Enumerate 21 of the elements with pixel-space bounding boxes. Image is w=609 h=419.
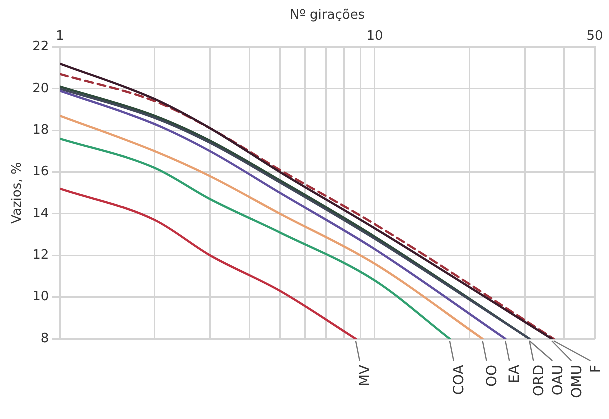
text: ORD (531, 365, 548, 397)
y-tick-label: 10 (32, 290, 50, 305)
text: OAU (550, 365, 566, 396)
x-tick-label: 1 (56, 28, 64, 44)
text: MV (358, 364, 374, 387)
x-tick-label: 10 (366, 28, 384, 44)
text: OMU (569, 365, 586, 398)
y-tick-label: 20 (32, 81, 50, 96)
y-tick-label: 22 (32, 40, 50, 55)
y-tick-label: 8 (40, 331, 50, 346)
x-tick-label: 50 (586, 28, 604, 44)
y-tick-label: 14 (32, 206, 50, 222)
text: EA (507, 364, 524, 384)
y-tick-label: 18 (32, 122, 50, 138)
text: F (588, 365, 604, 374)
text: OO (484, 365, 500, 388)
y-tick-label: 12 (32, 248, 50, 264)
y-axis-title: Vazios, % (10, 162, 26, 224)
text: COA (452, 364, 468, 396)
y-tick-label: 16 (32, 164, 50, 180)
x-axis-title: Nº girações (290, 8, 366, 24)
